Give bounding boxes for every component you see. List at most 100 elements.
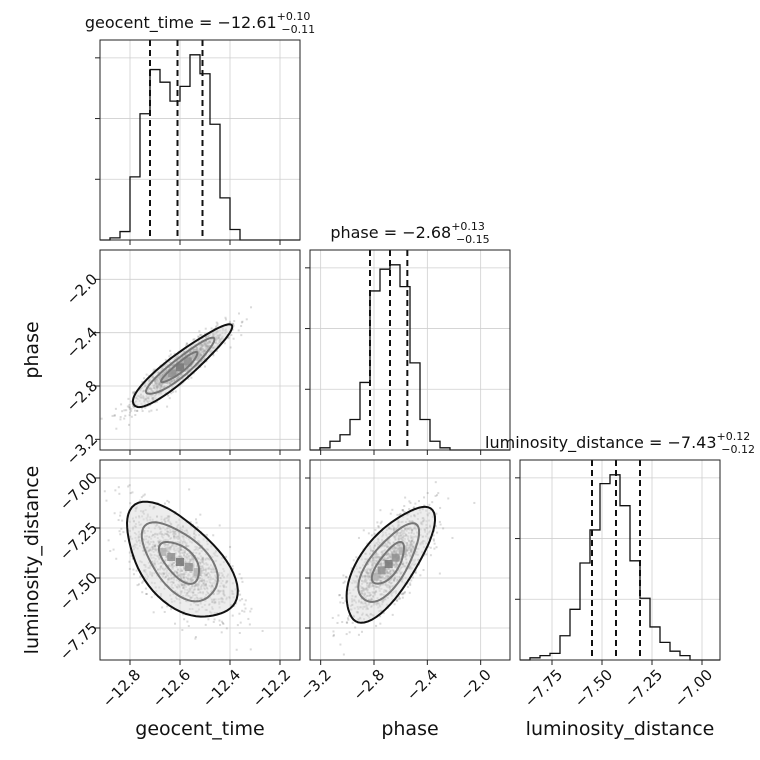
sample-point [143, 493, 146, 496]
x-axis-label-luminosity_distance: luminosity_distance [526, 718, 715, 740]
sample-point [133, 390, 136, 393]
sample-point [119, 511, 122, 514]
sample-point [249, 648, 252, 651]
sample-point [190, 376, 193, 379]
sample-point [433, 547, 436, 550]
sample-point [403, 505, 406, 508]
sample-point [398, 513, 401, 516]
panel-frame [309, 249, 511, 451]
sample-point [126, 405, 129, 408]
sample-point [379, 622, 382, 625]
contour-2 [125, 500, 239, 618]
y-tick-label-phase-2: −2.4 [63, 323, 101, 361]
sample-point [117, 519, 120, 522]
sample-point [115, 557, 118, 560]
sample-point [132, 392, 135, 395]
sample-point [339, 643, 342, 646]
sample-point [197, 335, 200, 338]
sample-point [351, 621, 354, 624]
sample-point [170, 608, 173, 611]
sample-point [131, 491, 134, 494]
sample-point [128, 403, 131, 406]
sample-point [168, 355, 171, 358]
sample-point [339, 601, 342, 604]
sample-point [187, 378, 190, 381]
sample-point [401, 596, 404, 599]
sample-point [212, 534, 215, 537]
sample-point [145, 592, 148, 595]
title-minus: −0.11 [281, 23, 315, 36]
sample-point [261, 629, 264, 632]
sample-point [147, 374, 150, 377]
sample-point [229, 320, 232, 323]
panel-frame [99, 459, 301, 661]
sample-point [194, 636, 197, 639]
y-tick-label-luminosity_distance-1: −7.50 [56, 569, 101, 614]
sample-point [357, 633, 360, 636]
sample-point [438, 520, 441, 523]
sample-point [409, 501, 412, 504]
sample-point [141, 410, 144, 413]
sample-point [243, 603, 246, 606]
sample-point [119, 533, 122, 536]
contour-2 [131, 323, 234, 409]
y-tick-label-luminosity_distance-0: −7.75 [56, 619, 101, 664]
sample-point [224, 316, 227, 319]
sample-point [346, 621, 349, 624]
sample-point [125, 409, 128, 412]
sample-point [403, 591, 406, 594]
sample-point [248, 623, 251, 626]
sample-point [168, 501, 171, 504]
sample-point [432, 538, 435, 541]
sample-point [402, 592, 405, 595]
sample-point [347, 615, 350, 618]
sample-point [238, 631, 241, 634]
sample-point [377, 525, 380, 528]
sample-point [124, 540, 127, 543]
title-minus: −0.15 [456, 233, 490, 246]
sample-point [414, 502, 417, 505]
sample-point [417, 500, 420, 503]
sample-point [433, 542, 436, 545]
sample-point [360, 630, 363, 633]
sample-point [183, 618, 186, 621]
y-tick-label-luminosity_distance-2: −7.25 [56, 519, 101, 564]
sample-point [199, 333, 202, 336]
sample-point [118, 492, 121, 495]
sample-point [423, 504, 426, 507]
sample-point [342, 574, 345, 577]
joint-panel-geocent_time-luminosity_distance [95, 459, 301, 665]
sample-point [341, 596, 344, 599]
sample-point [180, 382, 183, 385]
sample-point [127, 485, 130, 488]
sample-point [439, 523, 442, 526]
sample-point [103, 490, 106, 493]
sample-point [399, 512, 402, 515]
sample-point [235, 648, 238, 651]
x-tick-label-geocent_time-2: −12.4 [199, 666, 244, 711]
sample-point [141, 581, 144, 584]
sample-point [227, 337, 230, 340]
sample-point [128, 560, 131, 563]
sample-point [140, 407, 143, 410]
sample-point [343, 580, 346, 583]
sample-point [187, 625, 190, 628]
sample-point [231, 614, 234, 617]
sample-point [205, 533, 208, 536]
sample-point [118, 530, 121, 533]
sample-point [393, 603, 396, 606]
sample-point [376, 521, 379, 524]
sample-point [345, 633, 348, 636]
title-main: phase = −2.68 [330, 223, 451, 242]
sample-point [229, 545, 232, 548]
sample-point [240, 325, 243, 328]
sample-point [367, 532, 370, 535]
sample-point [391, 508, 394, 511]
sample-point [400, 593, 403, 596]
sample-point [412, 507, 415, 510]
sample-point [332, 630, 335, 633]
sample-point [362, 529, 365, 532]
sample-point [451, 536, 454, 539]
x-tick-label-luminosity_distance-1: −7.50 [571, 666, 616, 711]
sample-point [150, 596, 153, 599]
